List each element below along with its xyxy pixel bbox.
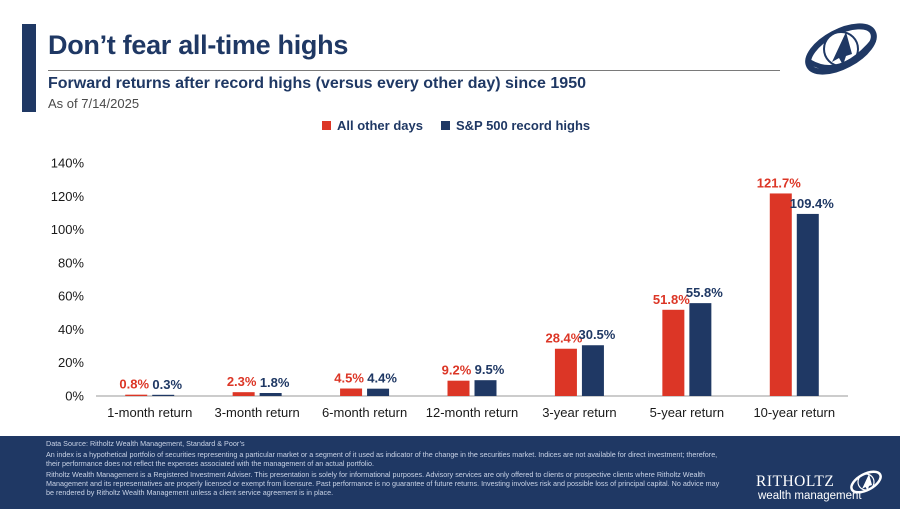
bar-all-other-days [769,193,792,396]
bar-data-label: 121.7% [757,175,802,190]
bar-all-other-days [447,380,470,396]
bar-data-label: 9.5% [475,362,505,377]
title-accent-bar [22,24,36,112]
bar-record-highs [796,213,819,396]
x-tick-label: 3-year return [542,405,616,420]
brand-subtitle: wealth management [758,490,862,502]
chart-legend: All other days S&P 500 record highs [322,118,590,133]
bar-data-label: 55.8% [686,285,723,300]
bar-all-other-days [340,388,363,396]
legend-item-record-highs: S&P 500 record highs [440,118,591,133]
bar-record-highs [259,393,282,396]
bar-record-highs [689,303,712,396]
bar-data-label: 28.4% [545,331,582,346]
bar-data-label: 51.8% [653,292,690,307]
x-tick-label: 1-month return [107,405,192,420]
footer-brand: RITHOLTZ wealth management [756,473,862,503]
bar-all-other-days [554,348,577,396]
bar-record-highs [474,380,497,396]
footer-source: Data Source: Ritholtz Wealth Management,… [46,439,245,448]
bar-chart: 0% 20% 40% 60% 80% 100% 120% 140% 0.8% 0.3% 1-mont… [51,156,848,420]
y-tick-label: 140% [51,156,85,171]
y-tick-label: 20% [58,355,84,370]
y-tick-label: 120% [51,189,85,204]
legend-swatch-red [322,121,331,130]
y-tick-label: 60% [58,289,84,304]
footer-index-disclaimer: An index is a hypothetical portfolio of … [46,450,718,468]
x-tick-label: 12-month return [426,405,519,420]
legend-label: S&P 500 record highs [455,118,591,133]
chart-subtitle: Forward returns after record highs (vers… [48,75,586,92]
bar-record-highs [581,345,604,396]
bar-data-label: 9.2% [442,363,472,378]
x-tick-label: 5-year return [650,405,724,420]
footer-adviser-disclaimer: Ritholtz Wealth Management is a Register… [46,470,720,497]
bar-data-label: 0.3% [152,377,182,392]
bar-all-other-days [232,392,255,396]
bar-data-label: 0.8% [119,377,149,392]
bar-data-label: 1.8% [260,375,290,390]
legend-swatch-navy [440,121,450,130]
y-tick-label: 100% [51,222,85,237]
brand-name: RITHOLTZ [756,473,835,490]
footer-band: Data Source: Ritholtz Wealth Management,… [0,436,900,509]
bar-all-other-days [125,394,148,396]
bar-record-highs [152,394,175,396]
x-tick-label: 10-year return [753,405,835,420]
legend-item-other-days: All other days [322,118,423,133]
y-tick-label: 40% [58,322,84,337]
rocket-orbit-icon [805,23,877,75]
y-tick-label: 0% [65,389,84,404]
bar-data-label: 4.5% [334,371,364,386]
rocket-orbit-icon [850,470,882,494]
x-tick-label: 6-month return [322,405,407,420]
bar-data-label: 30.5% [578,327,615,342]
bar-record-highs [367,388,390,396]
bar-data-label: 2.3% [227,374,257,389]
bar-all-other-days [662,309,685,396]
bar-data-label: 109.4% [790,196,835,211]
legend-label: All other days [337,118,423,133]
y-tick-label: 80% [58,255,84,270]
title-divider [48,70,780,71]
as-of-date: As of 7/14/2025 [48,96,140,111]
bar-data-label: 4.4% [367,371,397,386]
x-tick-label: 3-month return [215,405,300,420]
page-title: Don’t fear all-time highs [48,30,349,60]
